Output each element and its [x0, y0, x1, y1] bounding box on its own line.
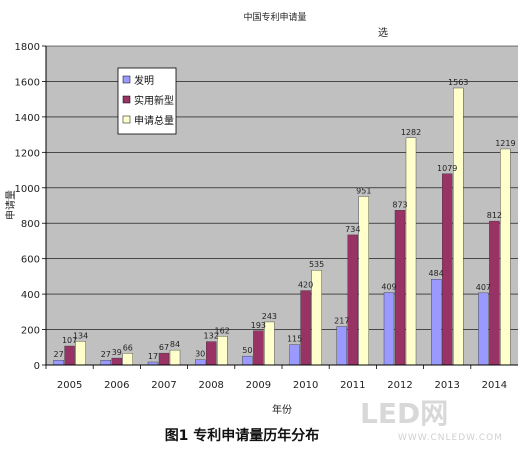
- bar-2013-0: [431, 279, 442, 366]
- watermark: LED网 WWW.CNLEDW.COM: [360, 397, 503, 443]
- watermark-logo: LED网: [360, 397, 448, 430]
- data-label: 84: [170, 340, 180, 349]
- x-axis-title: 年份: [272, 403, 292, 416]
- y-tick-label: 1600: [15, 77, 40, 88]
- data-label: 27: [54, 350, 64, 359]
- data-label: 409: [381, 283, 396, 292]
- x-tick-label: 2012: [387, 380, 412, 391]
- legend-label-utility: 实用新型: [134, 94, 174, 107]
- data-label: 407: [476, 283, 491, 292]
- y-tick-label: 1400: [15, 113, 40, 124]
- bar-2008-0: [194, 359, 206, 366]
- bar-2012-2: [405, 137, 417, 366]
- data-label: 1219: [495, 139, 515, 148]
- watermark-url: WWW.CNLEDW.COM: [398, 433, 503, 443]
- bar-2011-1: [347, 234, 358, 366]
- legend: 发明 实用新型 申请总量: [117, 67, 177, 135]
- data-label: 115: [287, 335, 302, 344]
- x-tick-label: 2008: [198, 380, 223, 391]
- bar-2008-1: [205, 341, 217, 366]
- data-label: 134: [73, 331, 88, 340]
- bar-2009-0: [242, 355, 253, 366]
- legend-label-total: 申请总量: [134, 114, 174, 127]
- bar-2014-2: [500, 148, 511, 366]
- y-tick-label: 1000: [15, 184, 40, 195]
- data-label: 30: [195, 350, 205, 359]
- data-label: 50: [242, 346, 252, 355]
- y-tick-label: 1200: [15, 148, 40, 159]
- bar-2011-0: [336, 326, 347, 366]
- x-tick-label: 2011: [340, 380, 365, 391]
- legend-swatch-total: [122, 115, 131, 124]
- bar-2007-2: [169, 349, 181, 366]
- data-label: 243: [262, 312, 277, 321]
- data-label: 193: [251, 321, 266, 330]
- bar-2007-1: [158, 352, 170, 366]
- x-tick-label: 2007: [151, 380, 176, 391]
- data-label: 535: [309, 260, 324, 269]
- bar-2005-0: [53, 360, 64, 366]
- data-label: 27: [101, 350, 111, 359]
- y-tick-label: 400: [21, 290, 40, 301]
- data-label: 1563: [448, 78, 468, 87]
- bar-2014-0: [478, 292, 489, 366]
- y-tick-label: 1800: [15, 42, 40, 53]
- bar-2010-1: [300, 290, 311, 366]
- data-label: 107: [62, 336, 77, 345]
- bar-2010-0: [289, 344, 300, 366]
- x-tick-label: 2006: [104, 380, 129, 391]
- bar-2013-2: [453, 87, 464, 366]
- bar-2012-0: [383, 292, 395, 366]
- legend-label-invention: 发明: [134, 74, 154, 87]
- data-label: 162: [215, 326, 230, 335]
- data-label: 1282: [401, 128, 421, 137]
- bar-2006-2: [122, 353, 134, 366]
- data-label: 67: [159, 343, 169, 352]
- bar-2006-0: [100, 360, 112, 366]
- y-tick-label: 600: [21, 255, 40, 266]
- bar-2014-1: [489, 220, 500, 366]
- bar-2009-1: [253, 330, 264, 366]
- y-tick-label: 200: [21, 326, 40, 337]
- y-tick-label: 0: [34, 361, 40, 372]
- x-tick-label: 2009: [246, 380, 271, 391]
- data-label: 17: [148, 352, 158, 361]
- bar-2005-1: [64, 345, 75, 366]
- bar-2011-2: [358, 196, 369, 366]
- data-label: 132: [204, 332, 219, 341]
- data-label: 420: [298, 281, 313, 290]
- legend-swatch-invention: [122, 75, 131, 84]
- chart-subtitle: 选: [378, 26, 388, 39]
- data-label: 217: [334, 317, 349, 326]
- x-tick-label: 2005: [57, 380, 82, 391]
- data-label: 951: [356, 186, 371, 195]
- data-label: 66: [123, 343, 133, 352]
- bars: [53, 87, 511, 366]
- axes: 0 200 400 600 800 1000 1200 1400 1600 1800 2005 200…: [15, 42, 518, 391]
- figure-caption: 图1 专利申请量历年分布: [165, 427, 320, 444]
- y-tick-label: 800: [21, 219, 40, 230]
- x-tick-label: 2010: [293, 380, 318, 391]
- data-label: 734: [345, 225, 360, 234]
- x-tick-label: 2014: [482, 380, 507, 391]
- data-label: 812: [487, 211, 502, 220]
- data-label: 484: [429, 269, 444, 278]
- chart-title: 中国专利申请量: [243, 11, 306, 23]
- data-label: 39: [112, 348, 122, 357]
- legend-swatch-utility: [122, 95, 131, 104]
- data-label: 873: [392, 200, 407, 209]
- bar-2006-1: [111, 357, 123, 366]
- y-axis-title: 申请量: [4, 190, 17, 220]
- data-label: 1079: [437, 164, 457, 173]
- x-tick-label: 2013: [434, 380, 459, 391]
